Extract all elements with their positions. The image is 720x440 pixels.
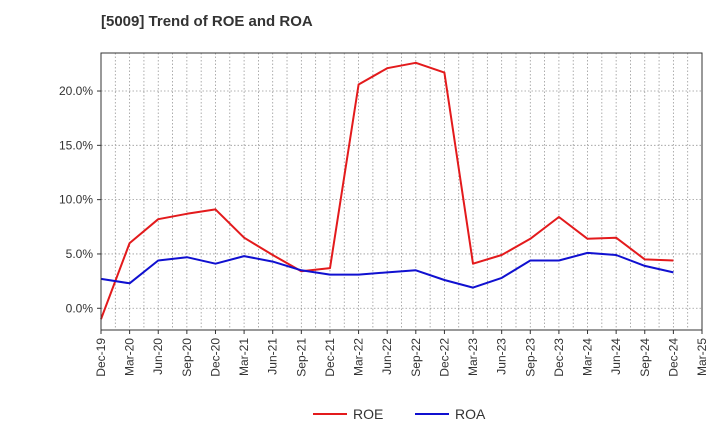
x-tick-label: Sep-20 xyxy=(180,338,194,377)
x-tick-label: Jun-20 xyxy=(151,338,165,375)
x-tick-label: Dec-20 xyxy=(208,338,222,377)
series-line-roa xyxy=(100,251,674,289)
x-tick-label: Sep-24 xyxy=(638,338,652,377)
x-tick-label: Mar-23 xyxy=(466,338,480,376)
x-tick-label: Jun-24 xyxy=(609,338,623,375)
y-tick-label: 0.0% xyxy=(66,301,94,315)
series-line-roe xyxy=(100,61,674,320)
x-tick-label: Dec-19 xyxy=(94,338,108,377)
x-tick-label: Mar-24 xyxy=(581,338,595,376)
legend: ROE ROA xyxy=(313,406,486,422)
x-tick-label: Sep-22 xyxy=(409,338,423,377)
x-tick-label: Jun-21 xyxy=(266,338,280,375)
x-tick-label: Mar-25 xyxy=(695,338,709,376)
y-tick-label: 10.0% xyxy=(59,193,93,207)
x-tick-label: Sep-23 xyxy=(523,338,537,377)
y-tick-label: 5.0% xyxy=(66,247,94,261)
plot-frame xyxy=(100,52,703,331)
y-tick-label: 15.0% xyxy=(59,138,93,152)
x-tick-label: Mar-22 xyxy=(352,338,366,376)
x-tick-label: Sep-21 xyxy=(294,338,308,377)
x-tick-label: Jun-23 xyxy=(495,338,509,375)
x-tick-label: Dec-22 xyxy=(437,338,451,377)
x-axis-ticks: Dec-19 Mar-20 Jun-20 Sep-20 Dec-20 Mar-21 Jun-… xyxy=(94,330,709,377)
y-tick-label: 20.0% xyxy=(59,84,93,98)
grid-layer xyxy=(101,53,702,330)
x-tick-label: Dec-23 xyxy=(552,338,566,377)
x-tick-label: Jun-22 xyxy=(380,338,394,375)
legend-label-roa: ROA xyxy=(455,406,486,422)
x-tick-label: Mar-21 xyxy=(237,338,251,376)
series-layer xyxy=(100,61,674,320)
chart-title: [5009] Trend of ROE and ROA xyxy=(101,13,313,30)
y-axis-ticks: 0.0% 5.0% 10.0% 15.0% 20.0% xyxy=(59,84,101,315)
x-tick-label: Dec-21 xyxy=(323,338,337,377)
legend-label-roe: ROE xyxy=(353,406,383,422)
x-tick-label: Mar-20 xyxy=(123,338,137,376)
x-tick-label: Dec-24 xyxy=(666,338,680,377)
